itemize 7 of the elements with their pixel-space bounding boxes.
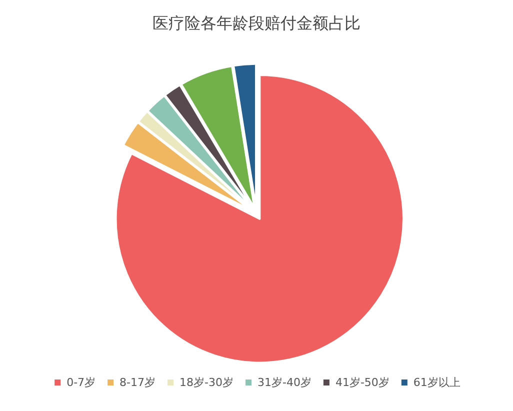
legend-label: 0-7岁: [66, 376, 96, 389]
legend-label: 8-17岁: [120, 376, 156, 389]
chart-title: 医疗险各年龄段赔付金额占比: [152, 14, 360, 32]
legend-label: 61岁以上: [413, 376, 460, 389]
legend-label: 31岁-40岁: [257, 376, 312, 389]
legend-label: 41岁-50岁: [335, 376, 390, 389]
legend-label: 18岁-30岁: [180, 376, 234, 389]
